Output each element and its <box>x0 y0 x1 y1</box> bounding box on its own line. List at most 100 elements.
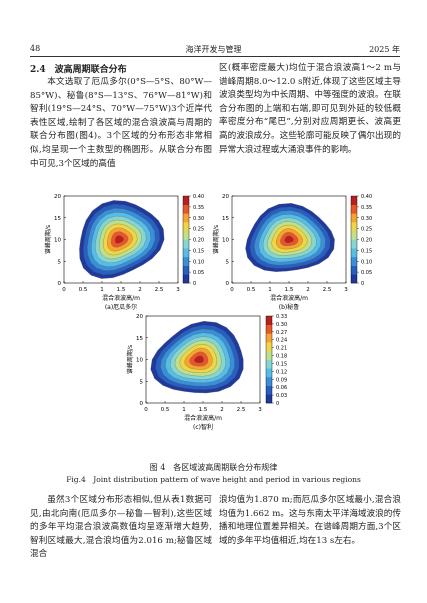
colorbar-tick-label: 0.33 <box>276 314 287 320</box>
colorbar-band <box>351 196 357 205</box>
colorbar-tick-label: 0 <box>193 281 196 287</box>
colorbar-tick-label: 0.05 <box>361 270 372 276</box>
x-axis-label: 混合浪波高/m <box>270 294 308 302</box>
x-tick-label: 2 <box>220 407 224 413</box>
x-tick-label: 1.5 <box>285 287 294 293</box>
x-tick-label: 2.5 <box>323 287 332 293</box>
colorbar-tick-label: 0.20 <box>361 238 372 244</box>
colorbar-tick-label: 0.30 <box>276 322 287 328</box>
colorbar-tick-label: 0.06 <box>276 385 287 391</box>
colorbar-tick-label: 0 <box>276 401 279 407</box>
y-tick-label: 15 <box>54 216 61 222</box>
x-tick-label: 2.5 <box>237 407 246 413</box>
colorbar-band <box>266 368 272 378</box>
colorbar-band <box>183 196 189 205</box>
colorbar-tick-label: 0.12 <box>276 369 287 375</box>
contour-band <box>284 235 294 243</box>
x-tick-label: 1.5 <box>199 407 208 413</box>
colorbar-tick-label: 0.18 <box>276 354 287 360</box>
colorbar-band <box>183 204 189 214</box>
colorbar-tick-label: 0.09 <box>276 377 287 383</box>
colorbar-tick-label: 0.35 <box>193 205 204 211</box>
colorbar-tick-label: 0.05 <box>193 270 204 276</box>
y-tick-label: 5 <box>58 259 62 265</box>
colorbar-tick-label: 0.35 <box>361 205 372 211</box>
colorbar-band <box>266 385 272 395</box>
year: 2025 年 <box>369 45 400 54</box>
x-tick-label: 1 <box>268 287 272 293</box>
x-tick-label: 2.5 <box>155 287 164 293</box>
y-tick-label: 10 <box>136 358 143 364</box>
colorbar-tick-label: 0.10 <box>193 259 204 265</box>
colorbar-tick-label: 0.25 <box>193 227 204 233</box>
colorbar-band <box>183 274 189 284</box>
colorbar-tick-label: 0.15 <box>276 361 287 367</box>
header-rule <box>30 56 400 57</box>
colorbar-tick-label: 0.27 <box>276 330 287 336</box>
figure: 0 0.5 1 1.5 2 2.5 305101520混合浪波高/m(a)厄瓜多尔谱峰周期/… <box>44 194 372 431</box>
x-tick-label: 0 <box>62 287 66 293</box>
journal-name: 海洋开发与管理 <box>185 45 242 54</box>
body-text: 本文选取了厄瓜多尔(0°S—5°S、80°W—85°W)、秘鲁(8°S—13°S… <box>30 77 212 169</box>
colorbar-band <box>351 256 357 266</box>
colorbar-tick-label: 0.30 <box>361 216 372 222</box>
colorbar-tick-label: 0.10 <box>361 259 372 265</box>
body-text: 区(概率密度最大)均位于混合浪波高1～2 m与谱峰周期8.0～12.0 s附近,… <box>219 63 401 155</box>
body-text: 虽然3个区域分布形态相似,但从表1数据可见,由北向南(厄瓜多尔—秘鲁—智利),这… <box>30 495 212 560</box>
x-tick-label: 1 <box>100 287 104 293</box>
x-tick-label: 1 <box>182 407 186 413</box>
y-tick-label: 10 <box>54 238 61 244</box>
colorbar-band <box>351 222 357 232</box>
x-tick-label: 2 <box>138 287 142 293</box>
caption-cn: 图 4 各区域波高周期联合分布规律 <box>149 463 278 472</box>
colorbar-band <box>266 359 272 369</box>
colorbar-tick-label: 0.25 <box>361 227 372 233</box>
colorbar-band <box>351 204 357 214</box>
x-tick-label: 3 <box>176 287 180 293</box>
colorbar-tick-label: 0.15 <box>193 248 204 254</box>
colorbar-tick-label: 0.20 <box>193 238 204 244</box>
body-text: 浪均值为1.870 m;而厄瓜多尔区域最小,混合浪均值为1.662 m。这与东南… <box>219 495 401 546</box>
colorbar-tick-label: 0.40 <box>193 194 204 200</box>
colorbar-band <box>266 376 272 386</box>
colorbar-tick-label: 0.40 <box>361 194 372 200</box>
y-axis-label: 谱峰周期/s <box>44 225 52 254</box>
colorbar-tick-label: 0.30 <box>193 216 204 222</box>
panel-label: (a)厄瓜多尔 <box>105 303 137 311</box>
y-tick-label: 20 <box>54 194 61 200</box>
colorbar-band <box>183 222 189 232</box>
panel-label: (b)秘鲁 <box>279 303 300 311</box>
x-tick-label: 3 <box>344 287 348 293</box>
contour-band <box>114 235 124 244</box>
colorbar-tick-label: 0.21 <box>276 346 287 352</box>
y-tick-label: 5 <box>140 379 144 385</box>
colorbar-tick-label: 0.15 <box>361 248 372 254</box>
x-tick-label: 0.5 <box>79 287 88 293</box>
colorbar-band <box>183 256 189 266</box>
colorbar-band <box>183 248 189 258</box>
section-heading: 2.4 波高周期联合分布 <box>30 65 127 75</box>
x-tick-label: 0.5 <box>161 407 170 413</box>
y-tick-label: 15 <box>222 216 229 222</box>
y-axis-label: 谱峰周期/s <box>126 345 134 374</box>
colorbar-band <box>266 394 272 404</box>
colorbar-band <box>266 316 272 325</box>
y-tick-label: 0 <box>58 281 62 287</box>
y-tick-label: 0 <box>226 281 230 287</box>
y-tick-label: 20 <box>222 194 229 200</box>
x-tick-label: 3 <box>258 407 262 413</box>
x-axis-label: 混合浪波高/m <box>102 294 140 302</box>
x-tick-label: 0 <box>230 287 234 293</box>
colorbar-band <box>266 324 272 334</box>
colorbar-band <box>183 265 189 275</box>
contour-band <box>194 355 204 363</box>
caption-en: Fig.4 Joint distribution pattern of wave… <box>66 475 361 484</box>
x-tick-label: 0.5 <box>247 287 256 293</box>
colorbar-band <box>266 350 272 360</box>
x-tick-label: 2 <box>306 287 310 293</box>
colorbar-tick-label: 0.24 <box>276 338 287 344</box>
colorbar-tick-label: 0 <box>361 281 364 287</box>
x-axis-label: 混合浪波高/m <box>184 414 222 422</box>
colorbar-band <box>351 248 357 258</box>
